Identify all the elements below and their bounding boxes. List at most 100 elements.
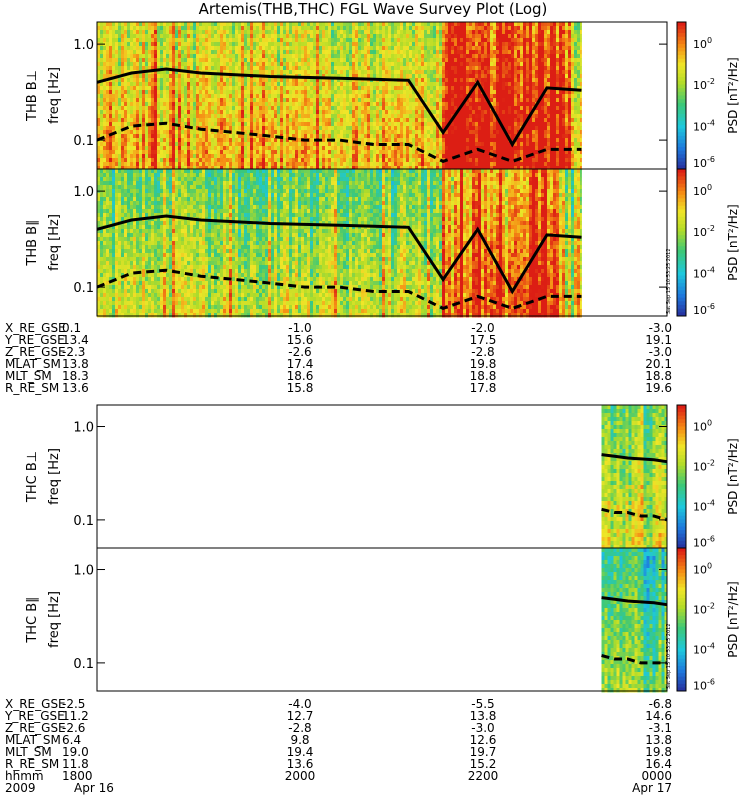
panel-frame <box>96 547 668 692</box>
colorbar: 100 10-2 10-4 10-6 PSD [nT²/Hz] <box>676 21 740 170</box>
ephemeris-value: -2.5 <box>62 697 85 711</box>
probe-label: THB B∥ <box>25 219 40 266</box>
ephemeris-label: Z_RE_GSE <box>5 345 66 359</box>
ephemeris-label: MLAT_SM <box>5 357 61 371</box>
ephemeris-value: 1800 <box>62 769 93 783</box>
ephemeris-value: 0000 <box>641 769 672 783</box>
ephemeris-value: 18.8 <box>470 369 497 383</box>
colorbar-tick-label: 10-4 <box>693 642 715 657</box>
colorbar-label: PSD [nT²/Hz] <box>726 581 740 657</box>
ephemeris-value: 18.3 <box>62 369 89 383</box>
ephemeris-value: 19.8 <box>645 745 672 759</box>
dashed-line <box>96 268 582 311</box>
colorbar: 100 10-2 10-4 10-6 PSD [nT²/Hz] <box>676 404 740 549</box>
ephemeris-label: Y_RE_GSE <box>4 709 65 723</box>
ephemeris-value: 0.1 <box>62 321 81 335</box>
colorbar-label: PSD [nT²/Hz] <box>726 57 740 133</box>
ephemeris-label: MLT_SM <box>5 745 52 759</box>
y-tick-label: 0.1 <box>73 281 94 296</box>
ephemeris-label: R_RE_SM <box>5 757 59 771</box>
colorbar-tick-label: 100 <box>693 183 712 198</box>
colorbar-tick-label: 10-4 <box>693 118 715 133</box>
ephemeris-value: -5.5 <box>471 697 494 711</box>
y-tick-label: 0.1 <box>73 134 94 149</box>
ephemeris-value: -2.0 <box>471 321 494 335</box>
dashed-line <box>96 121 582 164</box>
y-tick-label: 0.1 <box>73 657 94 672</box>
spectrogram-panel: 1.0 0.1 THB B∥ freq [Hz] 100 10-2 10-4 10-6 PSD … <box>25 168 740 318</box>
ephemeris-value: 9.8 <box>290 733 309 747</box>
ephemeris-value: -2.8 <box>471 345 494 359</box>
spectrogram-panel: 1.0 0.1 THB B⊥ freq [Hz] 100 10-2 10-4 10-6 PSD … <box>25 21 740 171</box>
y-tick-label: 1.0 <box>73 38 94 53</box>
spectrogram-heatmap <box>97 22 582 171</box>
ephemeris-value: 18.6 <box>287 369 314 383</box>
date-end: Apr 17 <box>632 781 672 795</box>
timestamp-note: Sat Sep 15 10:53:25 2012 <box>666 248 672 314</box>
y-tick-label: 1.0 <box>73 564 94 579</box>
ephemeris-value: -3.1 <box>649 721 672 735</box>
ephemeris-value: 11.8 <box>62 757 89 771</box>
probe-label: THC B∥ <box>25 596 40 643</box>
ephemeris-value: -2.6 <box>288 345 311 359</box>
ephemeris-value: 12.7 <box>287 709 314 723</box>
date-row: 2009 Apr 16 Apr 17 <box>5 781 672 795</box>
ephemeris-value: 17.8 <box>470 381 497 395</box>
ephemeris-value: 13.4 <box>62 333 89 347</box>
y-axis-label: freq [Hz] <box>47 591 62 648</box>
colorbar-label: PSD [nT²/Hz] <box>726 204 740 280</box>
ephemeris-label: R_RE_SM <box>5 381 59 395</box>
figure-title: Artemis(THB,THC) FGL Wave Survey Plot (L… <box>199 0 548 18</box>
y-axis-label: freq [Hz] <box>47 67 62 124</box>
spectrogram-heatmap <box>97 169 582 318</box>
date-start: Apr 16 <box>74 781 114 795</box>
ephemeris-value: 19.6 <box>645 381 672 395</box>
colorbar-tick-label: 10-6 <box>693 534 715 549</box>
probe-label: THB B⊥ <box>25 70 40 122</box>
ephemeris-value: 13.6 <box>287 757 314 771</box>
spectrogram-panel: 1.0 0.1 THC B∥ freq [Hz] 100 10-2 10-4 10-6 PSD … <box>25 547 740 693</box>
y-axis-label: freq [Hz] <box>47 448 62 505</box>
ephemeris-value: 19.8 <box>470 357 497 371</box>
timestamp-note: Sat Sep 15 10:53:25 2012 <box>666 623 672 689</box>
colorbar-tick-label: 10-6 <box>693 302 715 317</box>
ephemeris-label: MLT_SM <box>5 369 52 383</box>
ephemeris-label: Y_RE_GSE <box>4 333 65 347</box>
ephemeris-value: 14.6 <box>645 709 672 723</box>
ephemeris-label: hhmm <box>5 769 44 783</box>
colorbar-tick-label: 10-2 <box>693 77 715 92</box>
ephemeris-value: 15.6 <box>287 333 314 347</box>
colorbar-tick-label: 10-4 <box>693 499 715 514</box>
ephemeris-value: 17.5 <box>470 333 497 347</box>
ephemeris-value: 16.4 <box>645 757 672 771</box>
ephemeris-value: 11.2 <box>62 709 89 723</box>
ephemeris-value: -6.8 <box>649 697 672 711</box>
spectrogram-panel: 1.0 0.1 THC B⊥ freq [Hz] 100 10-2 10-4 10-6 PSD … <box>25 404 740 550</box>
ephemeris-value: -4.0 <box>288 697 311 711</box>
solid-line <box>96 67 582 148</box>
ephemeris-label: Z_RE_GSE <box>5 721 66 735</box>
colorbar-tick-label: 100 <box>693 36 712 51</box>
colorbar: 100 10-2 10-4 10-6 PSD [nT²/Hz] <box>676 547 740 692</box>
ephemeris-value: 15.8 <box>287 381 314 395</box>
panel-frame <box>96 168 668 317</box>
dashed-line <box>601 654 667 665</box>
y-tick-label: 0.1 <box>73 514 94 529</box>
ephemeris-value: 15.2 <box>470 757 497 771</box>
probe-label: THC B⊥ <box>25 451 40 503</box>
colorbar-label: PSD [nT²/Hz] <box>726 438 740 514</box>
solid-line <box>601 453 668 464</box>
ephemeris-value: -2.8 <box>288 721 311 735</box>
ephemeris-value: 19.7 <box>470 745 497 759</box>
panel-frame <box>96 404 668 549</box>
colorbar-tick-label: 10-6 <box>693 155 715 170</box>
ephemeris-value: 20.1 <box>645 357 672 371</box>
colorbar-tick-label: 10-4 <box>693 265 715 280</box>
ephemeris-value: -2.6 <box>62 721 85 735</box>
ephemeris-value: -1.0 <box>288 321 311 335</box>
ephemeris-label: X_RE_GSE <box>5 697 66 711</box>
ephemeris-value: 19.4 <box>287 745 314 759</box>
ephemeris-value: 17.4 <box>287 357 314 371</box>
ephemeris-value: 13.6 <box>62 381 89 395</box>
